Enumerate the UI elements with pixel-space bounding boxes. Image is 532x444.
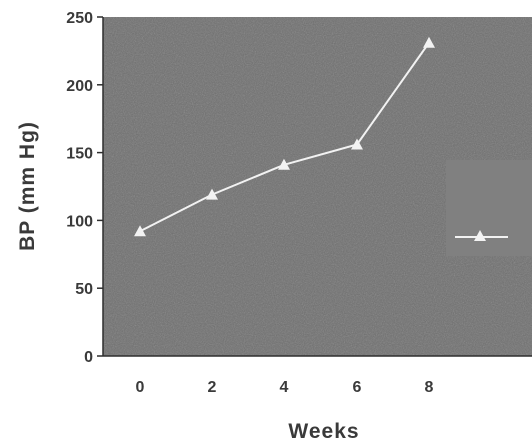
x-ticks: 0 2 4 6 8 <box>136 379 434 396</box>
y-tick-label: 250 <box>66 10 93 27</box>
y-tick-label: 150 <box>66 146 93 163</box>
x-tick-label: 4 <box>280 379 289 396</box>
data-point-marker <box>134 225 146 237</box>
x-tick-label: 8 <box>425 379 434 396</box>
data-point-marker <box>351 138 363 150</box>
y-tick-label: 200 <box>66 78 93 95</box>
y-ticks: 0 50 100 150 200 250 <box>66 10 103 366</box>
y-tick-label: 0 <box>84 349 93 366</box>
y-tick-label: 100 <box>66 213 93 230</box>
data-point-marker <box>278 158 290 170</box>
legend-marker <box>474 230 486 241</box>
x-axis-title: Weeks <box>288 420 359 443</box>
y-tick-label: 50 <box>75 281 93 298</box>
x-tick-label: 2 <box>208 379 217 396</box>
data-point-marker <box>423 36 435 48</box>
x-tick-label: 0 <box>136 379 145 396</box>
y-axis-title: BP (mm Hg) <box>16 121 39 251</box>
series-markers <box>134 36 435 237</box>
data-point-marker <box>206 188 218 200</box>
legend-box <box>446 160 532 256</box>
x-tick-label: 6 <box>353 379 362 396</box>
